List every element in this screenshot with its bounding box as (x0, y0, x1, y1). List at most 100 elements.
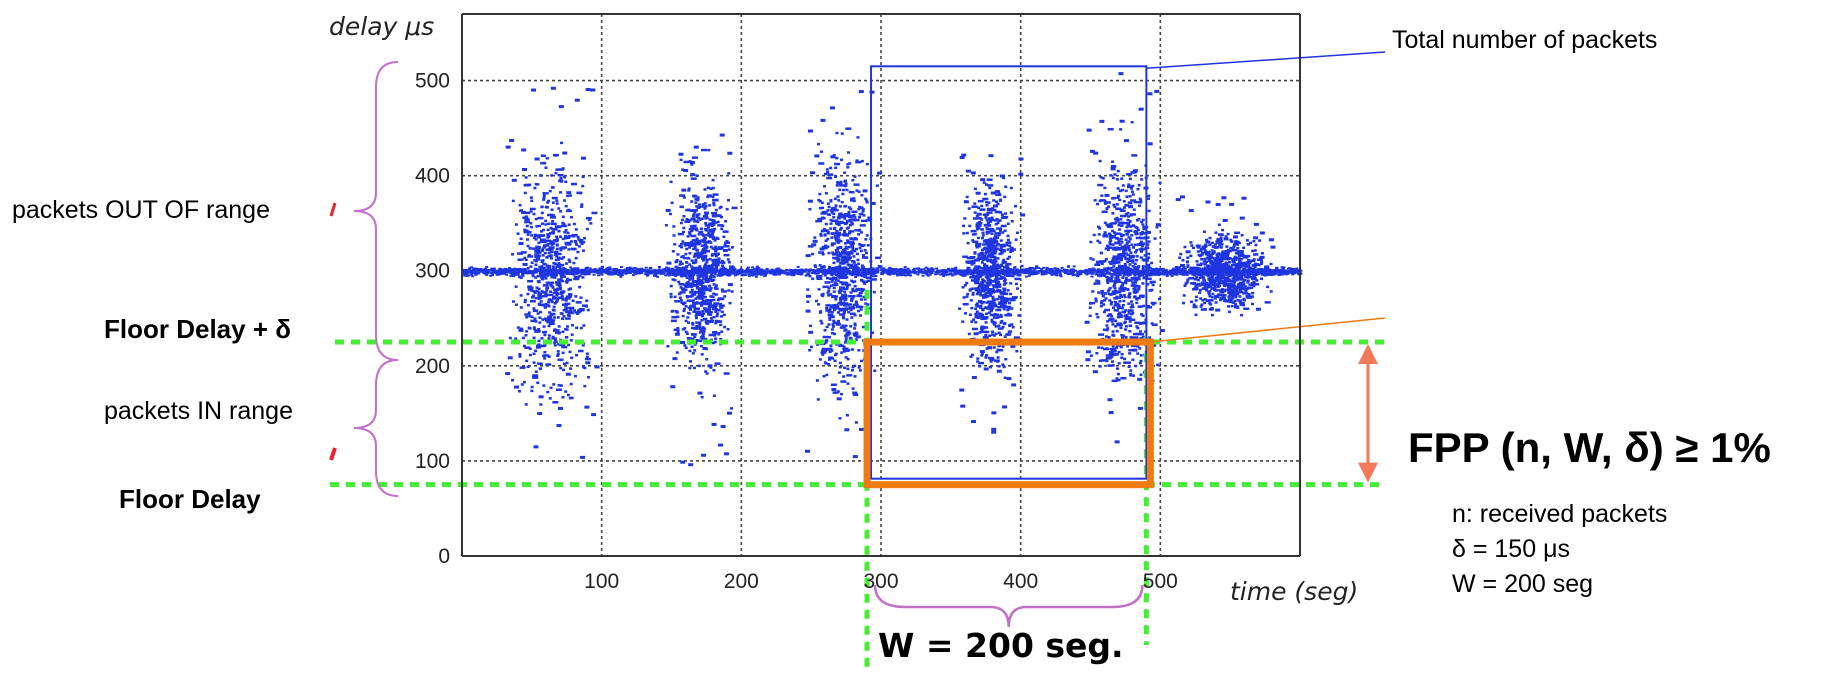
packet-point (571, 248, 577, 251)
packet-point (541, 154, 544, 157)
packet-point (553, 292, 559, 295)
packet-point (827, 173, 833, 176)
packet-point (1106, 272, 1109, 274)
packet-point (568, 307, 574, 310)
packet-point (847, 211, 850, 214)
packet-point (632, 274, 635, 276)
packet-point (591, 413, 596, 416)
packet-point (997, 324, 1000, 327)
packet-point (1170, 272, 1173, 274)
packet-point (1287, 271, 1290, 273)
packet-point (713, 204, 716, 207)
packet-point (827, 202, 830, 205)
packet-point (494, 272, 497, 274)
packet-point (593, 274, 596, 276)
packet-point (532, 247, 538, 250)
packet-point (686, 316, 689, 319)
packet-point (703, 249, 706, 252)
packet-point (704, 278, 707, 281)
packet-point (582, 366, 585, 369)
packet-point (628, 271, 631, 273)
packet-point (519, 242, 524, 245)
packet-point (534, 350, 537, 353)
packet-point (843, 350, 846, 353)
packet-point (827, 363, 830, 366)
packet-point (518, 355, 521, 358)
packet-point (694, 201, 697, 204)
packet-point (831, 305, 834, 308)
packet-point (840, 181, 843, 184)
packet-point (794, 269, 797, 271)
packet-point (1087, 272, 1090, 274)
packet-point (575, 354, 578, 357)
packet-point (572, 300, 575, 303)
packet-point (689, 291, 692, 294)
packet-point (517, 268, 520, 270)
packet-point (720, 228, 723, 231)
packet-point (517, 258, 523, 261)
packet-point (727, 289, 730, 292)
packet-point (672, 225, 675, 228)
packet-point (828, 316, 831, 319)
packet-point (719, 324, 722, 327)
packet-point (830, 314, 833, 317)
packet-point (696, 287, 699, 290)
packet-point (544, 220, 547, 223)
packet-point (813, 236, 816, 239)
packet-point (701, 233, 704, 236)
packet-point (723, 230, 729, 233)
packet-point (595, 365, 600, 368)
packet-point (787, 272, 790, 274)
packet-point (837, 302, 843, 305)
packet-point (829, 200, 832, 203)
packet-point (704, 205, 707, 208)
packet-point (528, 327, 531, 330)
packet-point (530, 226, 533, 229)
packet-point (830, 222, 833, 225)
packet-point (671, 271, 674, 273)
packet-point (534, 297, 537, 300)
packet-point (705, 299, 711, 302)
packet-point (549, 284, 552, 287)
packet-point (727, 172, 730, 175)
packet-point (964, 312, 967, 315)
packet-point (569, 194, 572, 197)
packet-point (820, 322, 823, 325)
packet-point (544, 306, 547, 309)
packet-point (712, 267, 717, 270)
packet-point (518, 390, 521, 393)
packet-point (701, 353, 704, 356)
packet-point (820, 150, 823, 153)
packet-point (670, 285, 673, 288)
packet-point (590, 271, 593, 273)
packet-point (532, 213, 535, 216)
packet-point (810, 171, 815, 174)
packet-point (697, 308, 700, 311)
packet-point (517, 326, 520, 329)
packet-point (962, 225, 965, 228)
packet-point (687, 299, 693, 302)
packet-point (1021, 265, 1024, 268)
packet-point (692, 293, 695, 296)
packet-point (662, 272, 665, 274)
packet-point (860, 308, 863, 311)
packet-point (1160, 268, 1163, 270)
packet-point (515, 285, 518, 288)
packet-point (860, 194, 863, 197)
packet-point (582, 249, 585, 252)
packet-point (834, 235, 837, 238)
packet-point (1101, 274, 1104, 276)
packet-point (658, 266, 661, 268)
packet-point (698, 325, 701, 328)
packet-point (808, 349, 811, 352)
packet-point (666, 262, 671, 265)
packet-point (468, 271, 471, 273)
packet-point (527, 221, 530, 224)
packet-point (828, 311, 831, 314)
packet-point (1040, 268, 1043, 270)
packet-point (832, 323, 835, 326)
packet-point (692, 302, 698, 305)
packet-point (527, 280, 533, 283)
packet-point (719, 303, 722, 306)
packet-point (694, 242, 700, 245)
